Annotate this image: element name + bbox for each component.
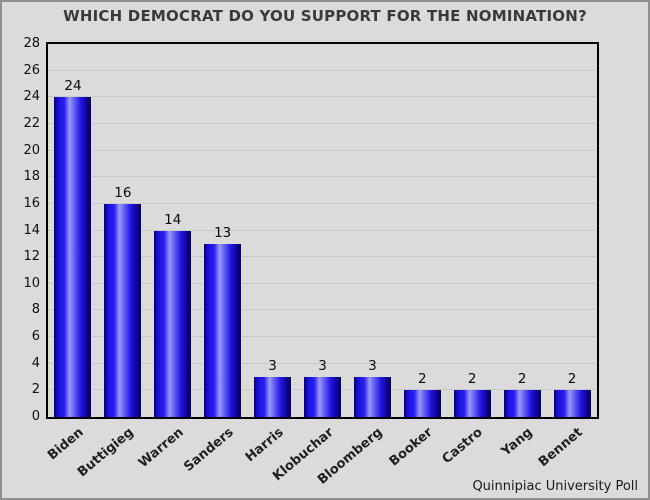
y-tick-label: 26 bbox=[23, 62, 40, 78]
y-tick-label: 0 bbox=[31, 409, 40, 424]
bar-value-label: 24 bbox=[64, 78, 82, 95]
gridline bbox=[48, 336, 597, 338]
bar-yang bbox=[503, 390, 541, 417]
y-tick-label: 22 bbox=[23, 115, 40, 131]
y-tick-label: 8 bbox=[31, 302, 40, 318]
chart-title: WHICH DEMOCRAT DO YOU SUPPORT FOR THE NO… bbox=[63, 7, 587, 25]
bar-klobuchar bbox=[304, 377, 341, 417]
category-label-castro: Castro bbox=[439, 425, 486, 468]
gridline bbox=[48, 256, 597, 258]
bar-warren bbox=[154, 230, 192, 417]
bar-bloomberg bbox=[353, 377, 391, 417]
category-label-booker: Booker bbox=[387, 425, 436, 470]
category-label-biden: Biden bbox=[44, 425, 87, 464]
gridline bbox=[48, 362, 597, 364]
bar-biden bbox=[54, 97, 92, 417]
category-label-harris: Harris bbox=[242, 425, 287, 466]
bar-harris bbox=[254, 377, 292, 417]
bar-bennet bbox=[553, 390, 591, 417]
y-tick-label: 14 bbox=[23, 222, 40, 238]
category-label-yang: Yang bbox=[498, 425, 536, 460]
bar-value-label: 2 bbox=[517, 371, 527, 388]
y-tick-label: 6 bbox=[31, 329, 40, 345]
gridline bbox=[48, 149, 597, 151]
category-label-warren: Warren bbox=[135, 425, 187, 471]
bar-value-label: 3 bbox=[368, 358, 377, 375]
gridline bbox=[48, 229, 597, 231]
category-label-sanders: Sanders bbox=[180, 425, 237, 475]
bar-sanders bbox=[204, 243, 242, 417]
source-credit: Quinnipiac University Poll bbox=[472, 479, 638, 494]
bar-value-label: 13 bbox=[214, 224, 232, 241]
bar-value-label: 2 bbox=[567, 371, 577, 388]
plot-area: 24 16 14 13 3 3 3 2 2 2 2 bbox=[46, 42, 599, 419]
gridline bbox=[48, 202, 597, 204]
y-tick-label: 24 bbox=[23, 89, 40, 105]
bar-castro bbox=[453, 390, 491, 417]
gridline bbox=[48, 122, 597, 124]
gridline bbox=[48, 309, 597, 311]
bar-value-label: 16 bbox=[114, 184, 132, 201]
bar-booker bbox=[403, 390, 441, 417]
y-tick-label: 28 bbox=[23, 36, 40, 51]
y-tick-label: 12 bbox=[23, 249, 40, 265]
gridline bbox=[48, 282, 597, 284]
gridline bbox=[48, 176, 597, 178]
gridline bbox=[48, 96, 597, 98]
bar-value-label: 3 bbox=[268, 358, 277, 375]
bar-buttigieg bbox=[104, 203, 142, 417]
bar-value-label: 14 bbox=[164, 211, 182, 228]
gridline bbox=[48, 69, 597, 71]
bar-value-label: 2 bbox=[467, 371, 477, 388]
bar-value-label: 2 bbox=[418, 371, 427, 388]
bar-value-label: 3 bbox=[318, 358, 327, 375]
y-tick-label: 2 bbox=[31, 382, 40, 398]
y-tick-label: 16 bbox=[23, 195, 40, 211]
category-label-bennet: Bennet bbox=[535, 425, 586, 471]
y-tick-label: 18 bbox=[23, 169, 40, 185]
y-tick-label: 10 bbox=[23, 275, 40, 291]
y-tick-label: 4 bbox=[31, 355, 40, 371]
y-tick-label: 20 bbox=[23, 142, 40, 158]
